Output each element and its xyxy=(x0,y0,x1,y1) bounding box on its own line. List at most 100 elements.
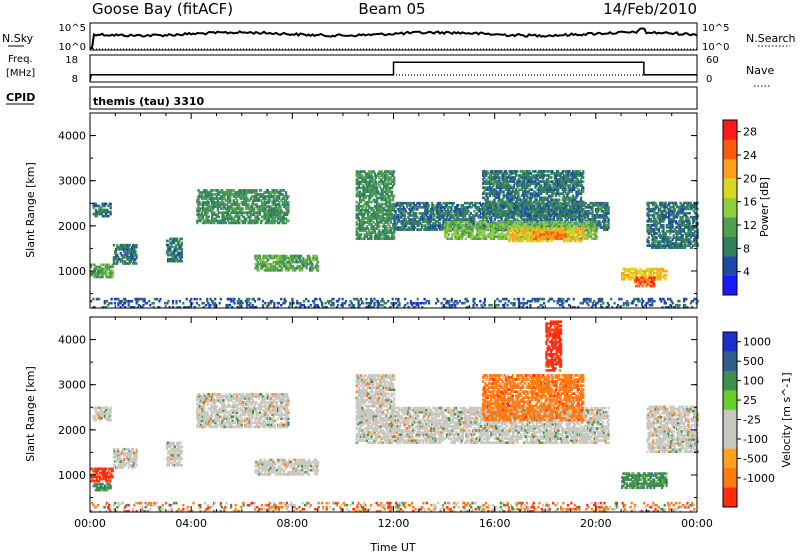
heat-cell xyxy=(282,211,285,214)
heat-cell xyxy=(212,205,215,208)
heat-cell xyxy=(229,195,232,198)
heat-cell xyxy=(297,254,300,258)
heat-cell xyxy=(236,201,239,204)
heat-cell xyxy=(178,243,181,247)
heat-cell xyxy=(249,205,252,208)
heat-cell xyxy=(225,191,228,194)
heat-cell xyxy=(362,204,365,208)
heat-cell xyxy=(256,193,259,196)
heat-cell xyxy=(299,258,303,262)
heat-cell xyxy=(232,195,235,198)
heat-cell xyxy=(604,206,607,209)
heat-cell xyxy=(271,221,274,225)
heat-cell xyxy=(217,197,220,200)
heat-cell xyxy=(433,214,436,217)
heat-cell xyxy=(179,251,182,255)
heat-cell xyxy=(598,220,601,223)
heat-cell xyxy=(302,264,305,268)
heat-cell xyxy=(472,222,475,225)
heat-cell xyxy=(249,189,252,192)
heat-cell xyxy=(559,227,562,230)
heat-cell xyxy=(225,213,228,216)
heat-cell xyxy=(381,237,384,240)
heat-cell xyxy=(270,256,273,260)
heat-cell xyxy=(505,172,509,175)
heat-cell xyxy=(395,218,398,221)
heat-cell xyxy=(403,224,406,227)
heat-cell xyxy=(552,218,555,221)
heat-cell xyxy=(167,249,170,253)
heat-cell xyxy=(286,213,289,216)
heat-cell xyxy=(238,217,241,221)
freq-unit-label: [MHz] xyxy=(6,68,35,79)
heat-cell xyxy=(128,256,131,259)
heat-cell xyxy=(384,180,387,184)
heat-cell xyxy=(230,215,233,219)
heat-cell xyxy=(220,221,223,225)
heat-cell xyxy=(607,226,610,229)
heat-cell xyxy=(482,218,485,221)
heat-cell xyxy=(167,257,170,261)
heat-cell xyxy=(431,208,434,211)
heat-cell xyxy=(457,204,460,207)
heat-cell xyxy=(377,182,380,186)
heat-cell xyxy=(253,221,256,225)
heat-cell xyxy=(357,202,360,206)
heat-cell xyxy=(247,211,250,214)
heat-cell xyxy=(448,223,451,226)
heat-cell xyxy=(460,233,463,236)
heat-cell xyxy=(237,193,240,196)
heat-cell xyxy=(451,228,454,231)
heat-cell xyxy=(274,209,277,212)
heat-cell xyxy=(436,224,439,227)
heat-cell xyxy=(250,205,254,208)
heat-cell xyxy=(386,227,389,230)
heat-cell xyxy=(597,206,600,209)
heat-cell xyxy=(505,228,508,231)
heat-cell xyxy=(424,212,427,215)
heat-cell xyxy=(499,208,502,211)
heat-cell xyxy=(588,204,591,207)
heat-cell xyxy=(474,204,477,207)
heat-cell xyxy=(607,210,610,213)
heat-cell xyxy=(275,211,279,214)
heat-cell xyxy=(596,201,599,205)
heat-cell xyxy=(389,206,392,210)
heat-cell xyxy=(239,211,242,214)
heat-cell xyxy=(175,245,178,249)
heat-cell xyxy=(424,218,427,221)
heat-cell xyxy=(132,243,135,247)
heat-cell xyxy=(199,217,202,221)
heat-cell xyxy=(116,243,119,247)
heat-cell xyxy=(253,219,256,223)
heat-cell xyxy=(370,172,373,175)
heat-cell xyxy=(172,255,175,259)
heat-cell xyxy=(385,172,388,175)
heat-cell xyxy=(365,231,368,234)
heat-cell xyxy=(409,201,412,205)
heat-cell xyxy=(363,170,366,173)
heat-cell xyxy=(432,212,435,215)
heat-cell xyxy=(280,199,283,202)
heat-cell xyxy=(272,195,275,198)
heat-cell xyxy=(167,247,170,251)
heat-cell xyxy=(359,190,362,194)
heat-cell xyxy=(409,214,412,217)
heat-cell xyxy=(100,208,103,212)
heat-cell xyxy=(372,170,375,173)
heat-cell xyxy=(400,222,403,225)
heat-cell xyxy=(267,209,271,212)
heat-cell xyxy=(224,193,227,196)
heat-cell xyxy=(368,172,371,175)
heat-cell xyxy=(366,233,370,236)
heat-cell xyxy=(372,198,375,202)
heat-cell xyxy=(587,214,590,217)
heat-cell xyxy=(595,225,598,228)
heat-cell xyxy=(471,229,474,232)
heat-cell xyxy=(179,253,182,257)
heat-cell xyxy=(469,220,472,223)
heat-cell xyxy=(105,265,109,269)
heat-cell xyxy=(256,217,259,221)
heat-cell xyxy=(407,220,410,223)
heat-cell xyxy=(607,224,610,227)
